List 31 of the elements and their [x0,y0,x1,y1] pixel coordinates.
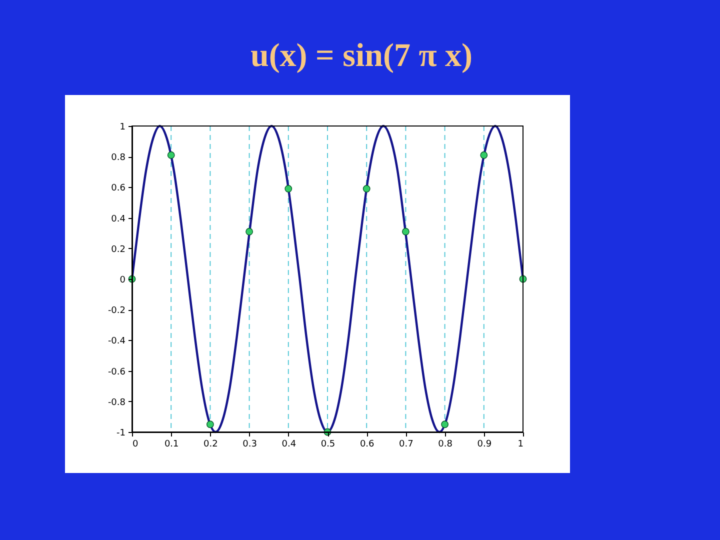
y-tick-label: 1 [120,122,126,132]
y-tick-label: 0.8 [111,153,126,164]
y-tick-label: -0.2 [108,306,126,316]
point [402,228,410,236]
y-tick-label: 0.2 [111,244,126,255]
x-tick-label: 0 [132,440,138,450]
y-tick-label: -0.4 [108,336,126,347]
x-tick-label: 0.6 [360,440,375,450]
point [206,420,214,428]
x-tick-label: 0.4 [282,440,296,450]
x-tick-label: 0.2 [204,440,218,450]
y-tick-label: -0.6 [108,367,126,378]
point [441,420,449,428]
y-tick-label: 0 [120,276,126,286]
y-tick-label: -1 [116,428,126,438]
x-tick-label: 0.9 [477,440,492,450]
point [246,228,254,236]
x-tick-label: 0.8 [438,440,453,450]
x-tick-label: 1 [518,440,524,450]
x-tick-label: 0.5 [320,440,336,450]
point [362,185,370,192]
x-tick-label: 0.7 [399,440,414,450]
chart-title: u(x) = sin(7 π x) [250,38,473,74]
x-tick-label: 0.1 [164,440,179,450]
y-tick-label: -0.8 [108,398,126,408]
y-tick-label: 0.4 [111,214,126,224]
point [480,151,488,159]
point [167,151,175,159]
x-tick-label: 0.3 [242,440,257,450]
point [284,185,292,192]
y-tick-label: 0.6 [111,184,126,194]
